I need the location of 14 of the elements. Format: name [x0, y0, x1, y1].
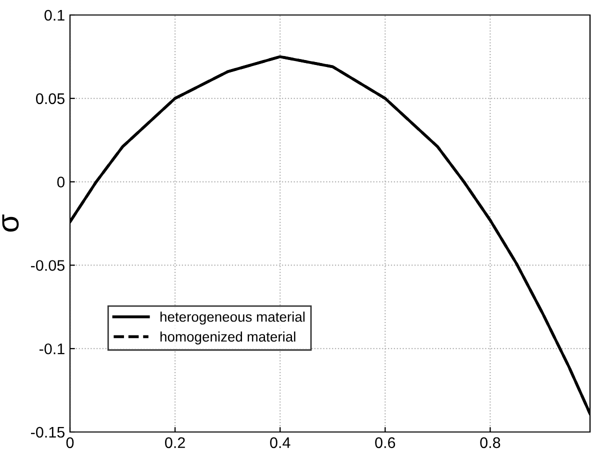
y-tick-label: -0.1 — [39, 343, 64, 354]
x-tick-label: 0.6 — [375, 437, 396, 448]
y-axis-title: σ — [2, 214, 19, 232]
legend-label: heterogeneous material — [160, 312, 305, 325]
x-tick-label: 0.4 — [270, 437, 290, 448]
x-tick-label: 0.8 — [480, 437, 500, 448]
x-tick-label: 0 — [66, 437, 74, 448]
y-tick-label: 0.1 — [44, 10, 64, 21]
legend-label: homogenized material — [160, 331, 296, 344]
y-tick-label: 0.05 — [36, 93, 64, 104]
y-tick-label: 0 — [57, 176, 65, 188]
x-tick-label: 0.2 — [165, 437, 185, 448]
y-tick-label: -0.05 — [31, 260, 64, 271]
y-tick-label: -0.15 — [31, 426, 64, 438]
